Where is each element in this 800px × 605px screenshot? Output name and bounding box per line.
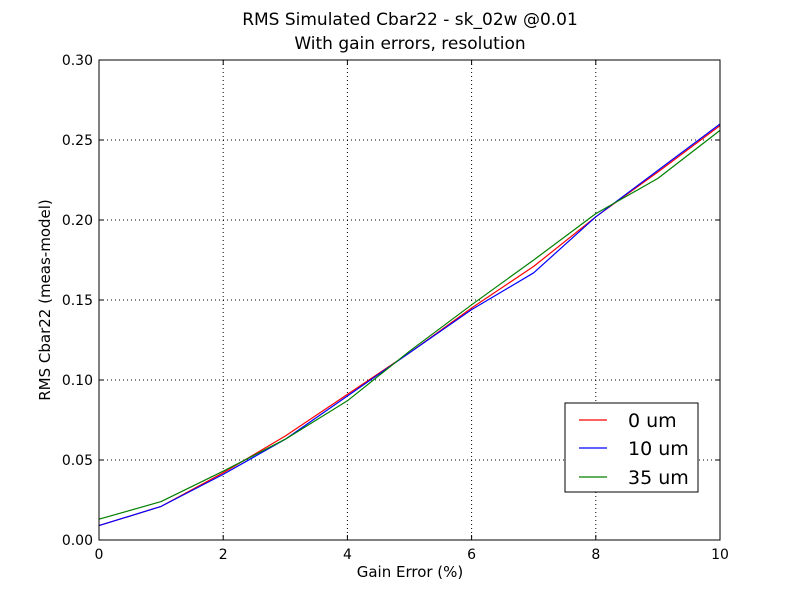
axis-ticks (98, 59, 721, 541)
x-tick-label: 6 (467, 547, 476, 563)
x-tick-label: 8 (591, 547, 600, 563)
legend-label: 0 um (628, 410, 677, 432)
y-tick-label: 0.25 (62, 133, 93, 149)
y-tick-label: 0.20 (62, 213, 93, 229)
y-tick-label: 0.05 (62, 453, 93, 469)
x-tick-label: 4 (343, 547, 352, 563)
y-tick-label: 0.15 (62, 293, 93, 309)
legend-label: 35 um (628, 467, 689, 489)
chart-title: RMS Simulated Cbar22 - sk_02w @0.01 (242, 10, 578, 30)
y-axis-label: RMS Cbar22 (meas-model) (36, 199, 54, 401)
chart-subtitle: With gain errors, resolution (294, 34, 525, 54)
x-tick-label: 2 (219, 547, 228, 563)
x-tick-label: 10 (711, 547, 729, 563)
y-tick-labels: 0.00 0.05 0.10 0.15 0.20 0.25 0.30 (62, 53, 93, 549)
y-tick-label: 0.10 (62, 373, 93, 389)
y-tick-label: 0.00 (62, 533, 93, 549)
y-tick-label: 0.30 (62, 53, 93, 69)
series-lines (98, 123, 721, 527)
x-tick-labels: 0 2 4 6 8 10 (95, 547, 729, 563)
legend: 0 um 10 um 35 um (564, 402, 699, 493)
legend-label: 10 um (628, 438, 689, 460)
series-line-35-um (98, 129, 721, 520)
x-tick-label: 0 (95, 547, 104, 563)
x-axis-label: Gain Error (%) (357, 563, 464, 581)
